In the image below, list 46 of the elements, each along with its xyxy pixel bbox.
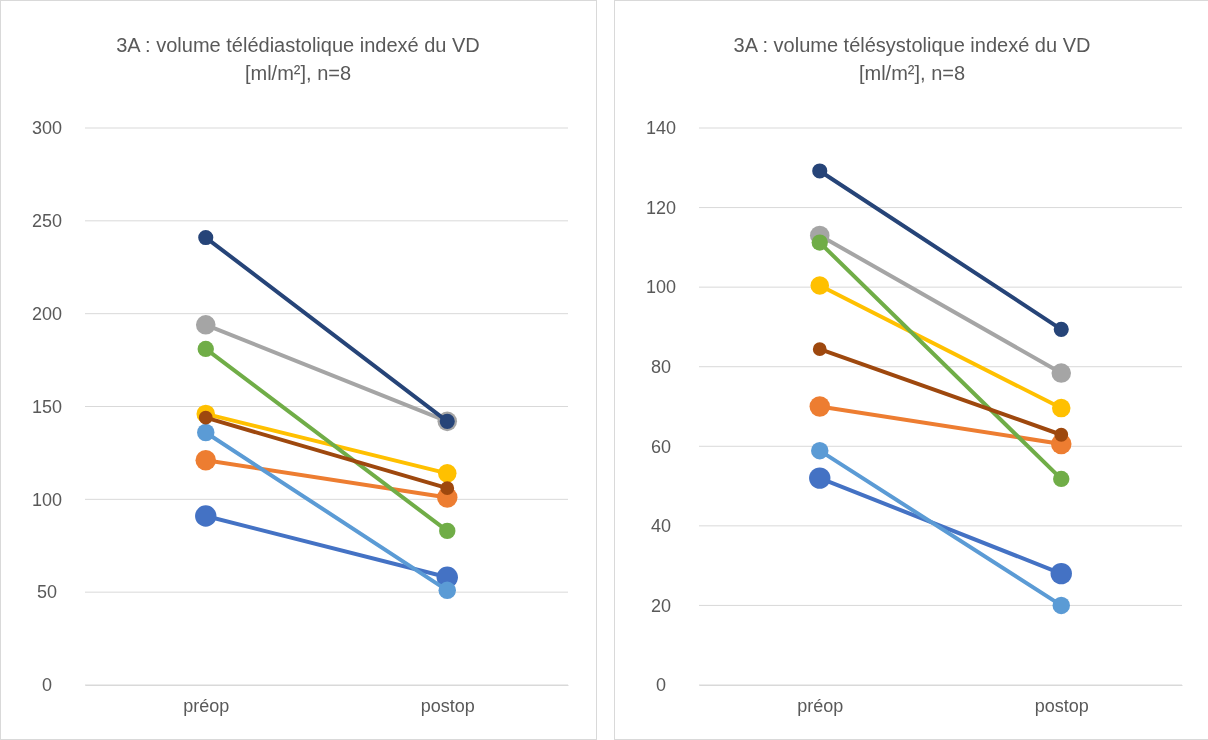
point — [439, 522, 456, 540]
point — [438, 581, 456, 600]
point — [809, 467, 831, 489]
point — [440, 481, 455, 496]
x-tick-label: préop — [797, 695, 844, 716]
y-tick-label: 20 — [650, 595, 672, 616]
point — [809, 396, 830, 417]
y-tick-label: 120 — [645, 197, 677, 218]
point — [198, 410, 213, 425]
y-tick-label: 80 — [650, 356, 672, 377]
y-tick-label: 50 — [36, 582, 58, 603]
y-tick-label: 250 — [31, 211, 63, 232]
point — [197, 423, 215, 442]
y-tick-label: 140 — [645, 118, 677, 139]
point — [1051, 363, 1072, 383]
point — [1052, 596, 1070, 615]
x-tick-label: postop — [420, 695, 475, 716]
point — [437, 464, 457, 483]
y-tick-label: 0 — [41, 675, 53, 696]
point — [1051, 398, 1071, 418]
point — [195, 315, 216, 335]
y-tick-label: 100 — [31, 489, 63, 510]
x-tick-label: préop — [183, 695, 230, 716]
point — [811, 441, 829, 460]
point — [1053, 321, 1069, 337]
y-tick-label: 60 — [650, 436, 672, 457]
point — [195, 505, 217, 527]
y-tick-label: 40 — [650, 516, 672, 537]
chart-title: 3A : volume télédiastolique indexé du VD [ml/m²], n=8 — [116, 34, 480, 84]
point — [1053, 470, 1070, 488]
point — [198, 229, 214, 246]
y-tick-label: 150 — [31, 396, 63, 417]
point — [812, 342, 827, 357]
y-tick-label: 0 — [655, 675, 667, 696]
point — [195, 450, 216, 471]
point — [810, 276, 830, 295]
point — [1050, 562, 1072, 585]
point — [811, 234, 828, 251]
point — [812, 163, 828, 179]
y-tick-label: 300 — [31, 118, 63, 139]
y-tick-label: 200 — [31, 303, 63, 324]
x-tick-label: postop — [1034, 695, 1089, 716]
point — [1054, 427, 1069, 442]
point — [197, 340, 214, 358]
y-tick-label: 100 — [645, 277, 677, 298]
chart-title: 3A : volume télésystolique indexé du VD [ml/m²], n=8 — [733, 34, 1091, 84]
